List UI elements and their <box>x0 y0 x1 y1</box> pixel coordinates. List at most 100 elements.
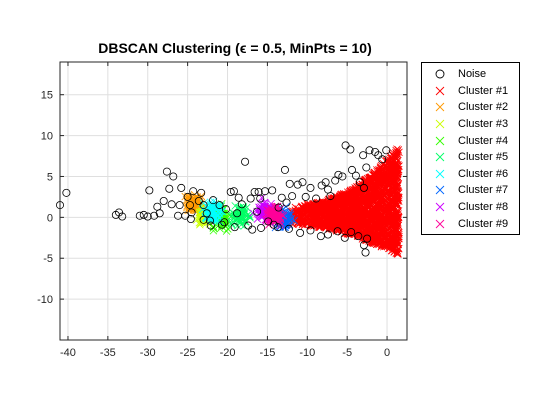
noise-point <box>374 151 383 160</box>
noise-point <box>169 172 178 181</box>
noise-point <box>359 241 368 250</box>
cluster-8-point <box>253 215 262 223</box>
legend-label: Cluster #8 <box>458 201 509 214</box>
cluster-1-point <box>347 225 356 234</box>
cluster-1-point <box>389 243 397 252</box>
noise-point <box>162 167 171 176</box>
cluster-1-point <box>379 223 388 231</box>
cluster-1-point <box>348 206 356 215</box>
cluster-1-point <box>298 203 307 212</box>
noise-point <box>183 192 192 201</box>
cluster-1-point <box>310 199 318 208</box>
cluster-1-point <box>368 209 377 218</box>
legend-label: Cluster #5 <box>458 151 509 164</box>
cluster-7-point <box>286 211 295 219</box>
cluster-1-point <box>388 222 396 230</box>
cluster-1-point <box>367 218 375 226</box>
cluster-9-point <box>267 204 275 212</box>
cluster-1-point <box>311 208 319 216</box>
x-tick-label: -30 <box>140 347 156 359</box>
cluster-1-point <box>384 224 393 232</box>
noise-point <box>215 201 224 210</box>
noise-point <box>280 165 289 174</box>
cluster-1-point <box>327 216 335 225</box>
noise-point <box>340 233 349 242</box>
cluster-1-point <box>319 210 327 218</box>
cluster-1-point <box>351 184 359 192</box>
cluster-1-point <box>355 229 363 238</box>
noise-point <box>296 228 305 237</box>
noise-point <box>274 203 283 212</box>
noise-point <box>306 183 315 192</box>
noise-point <box>282 198 291 207</box>
noise-point <box>355 178 364 187</box>
noise-point <box>257 223 266 232</box>
cluster-1-point <box>362 209 371 218</box>
cluster-2-point <box>186 198 195 206</box>
cluster-1-point <box>393 233 402 241</box>
cluster-5-point <box>245 212 253 221</box>
cluster-5-point <box>236 218 245 226</box>
legend-label: Cluster #7 <box>458 184 509 197</box>
noise-point <box>226 188 235 197</box>
cluster-4-point <box>222 227 231 235</box>
cluster-1-point <box>381 242 390 250</box>
cluster-6-point <box>214 207 223 216</box>
x-marker-icon <box>430 218 450 230</box>
noise-point <box>326 192 335 201</box>
cluster-6-point <box>208 200 216 209</box>
noise-point <box>382 146 391 155</box>
cluster-1-point <box>386 173 394 182</box>
cluster-1-point <box>337 220 345 229</box>
cluster-8-point <box>259 207 268 216</box>
x-marker-icon <box>430 85 450 97</box>
x-marker-icon <box>430 184 450 196</box>
noise-point <box>354 232 363 241</box>
noise-point <box>234 193 243 202</box>
cluster-4-point <box>216 225 224 233</box>
noise-point <box>194 196 203 205</box>
cluster-1-point <box>370 208 378 217</box>
cluster-1-point <box>376 164 385 173</box>
noise-point <box>186 201 195 210</box>
noise-point <box>359 151 368 160</box>
cluster-1-point <box>307 219 316 227</box>
noise-point <box>143 212 152 221</box>
cluster-1-point <box>371 186 380 195</box>
cluster-9-point <box>270 208 278 217</box>
cluster-1-point <box>318 220 327 229</box>
cluster-1-point <box>350 192 358 201</box>
noise-point <box>341 141 350 150</box>
noise-point <box>378 155 387 164</box>
cluster-1-point <box>338 200 346 209</box>
y-tick-label: 15 <box>41 90 53 102</box>
legend-entry: Cluster #1 <box>422 83 519 100</box>
x-tick-label: -5 <box>342 347 352 359</box>
noise-point <box>199 215 208 224</box>
noise-point <box>334 170 343 179</box>
cluster-3-point <box>196 220 204 229</box>
noise-point <box>187 208 196 217</box>
noise-point <box>118 212 127 221</box>
noise-point <box>165 184 174 193</box>
noise-point <box>277 193 286 202</box>
y-tick-label: 10 <box>41 131 53 143</box>
cluster-1-point <box>363 224 372 233</box>
cluster-1-point <box>377 173 385 181</box>
cluster-6-point <box>206 214 214 222</box>
legend-label: Cluster #1 <box>458 84 509 97</box>
noise-point <box>189 187 198 196</box>
noise-point <box>351 171 360 180</box>
noise-point <box>244 221 253 230</box>
noise-point <box>284 224 293 233</box>
cluster-1-point <box>354 209 363 217</box>
noise-point <box>220 218 229 227</box>
cluster-1-point <box>359 198 367 206</box>
cluster-1-point <box>385 207 393 215</box>
cluster-6-point <box>215 217 224 226</box>
legend-entry: Cluster #2 <box>422 99 519 116</box>
cluster-1-point <box>385 162 394 171</box>
cluster-1-point <box>348 210 356 218</box>
